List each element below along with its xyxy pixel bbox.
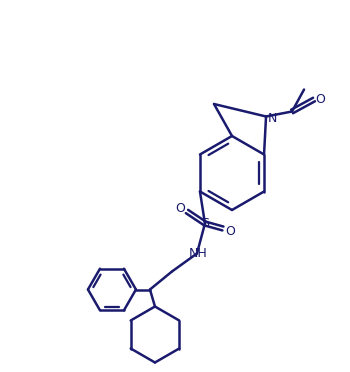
Text: O: O [175, 202, 185, 215]
Text: N: N [267, 112, 277, 125]
Text: S: S [201, 217, 209, 230]
Text: NH: NH [189, 247, 207, 260]
Text: O: O [315, 93, 325, 106]
Text: O: O [225, 225, 235, 238]
